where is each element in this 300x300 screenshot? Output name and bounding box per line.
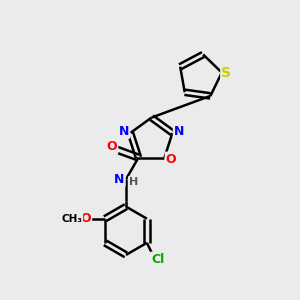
Text: S: S [221, 66, 231, 80]
Text: O: O [81, 212, 91, 225]
Text: N: N [114, 173, 125, 186]
Text: Cl: Cl [151, 253, 164, 266]
Text: N: N [174, 125, 184, 138]
Text: N: N [119, 125, 129, 138]
Text: O: O [107, 140, 117, 153]
Text: CH₃: CH₃ [61, 214, 82, 224]
Text: H: H [129, 177, 138, 187]
Text: O: O [166, 152, 176, 166]
